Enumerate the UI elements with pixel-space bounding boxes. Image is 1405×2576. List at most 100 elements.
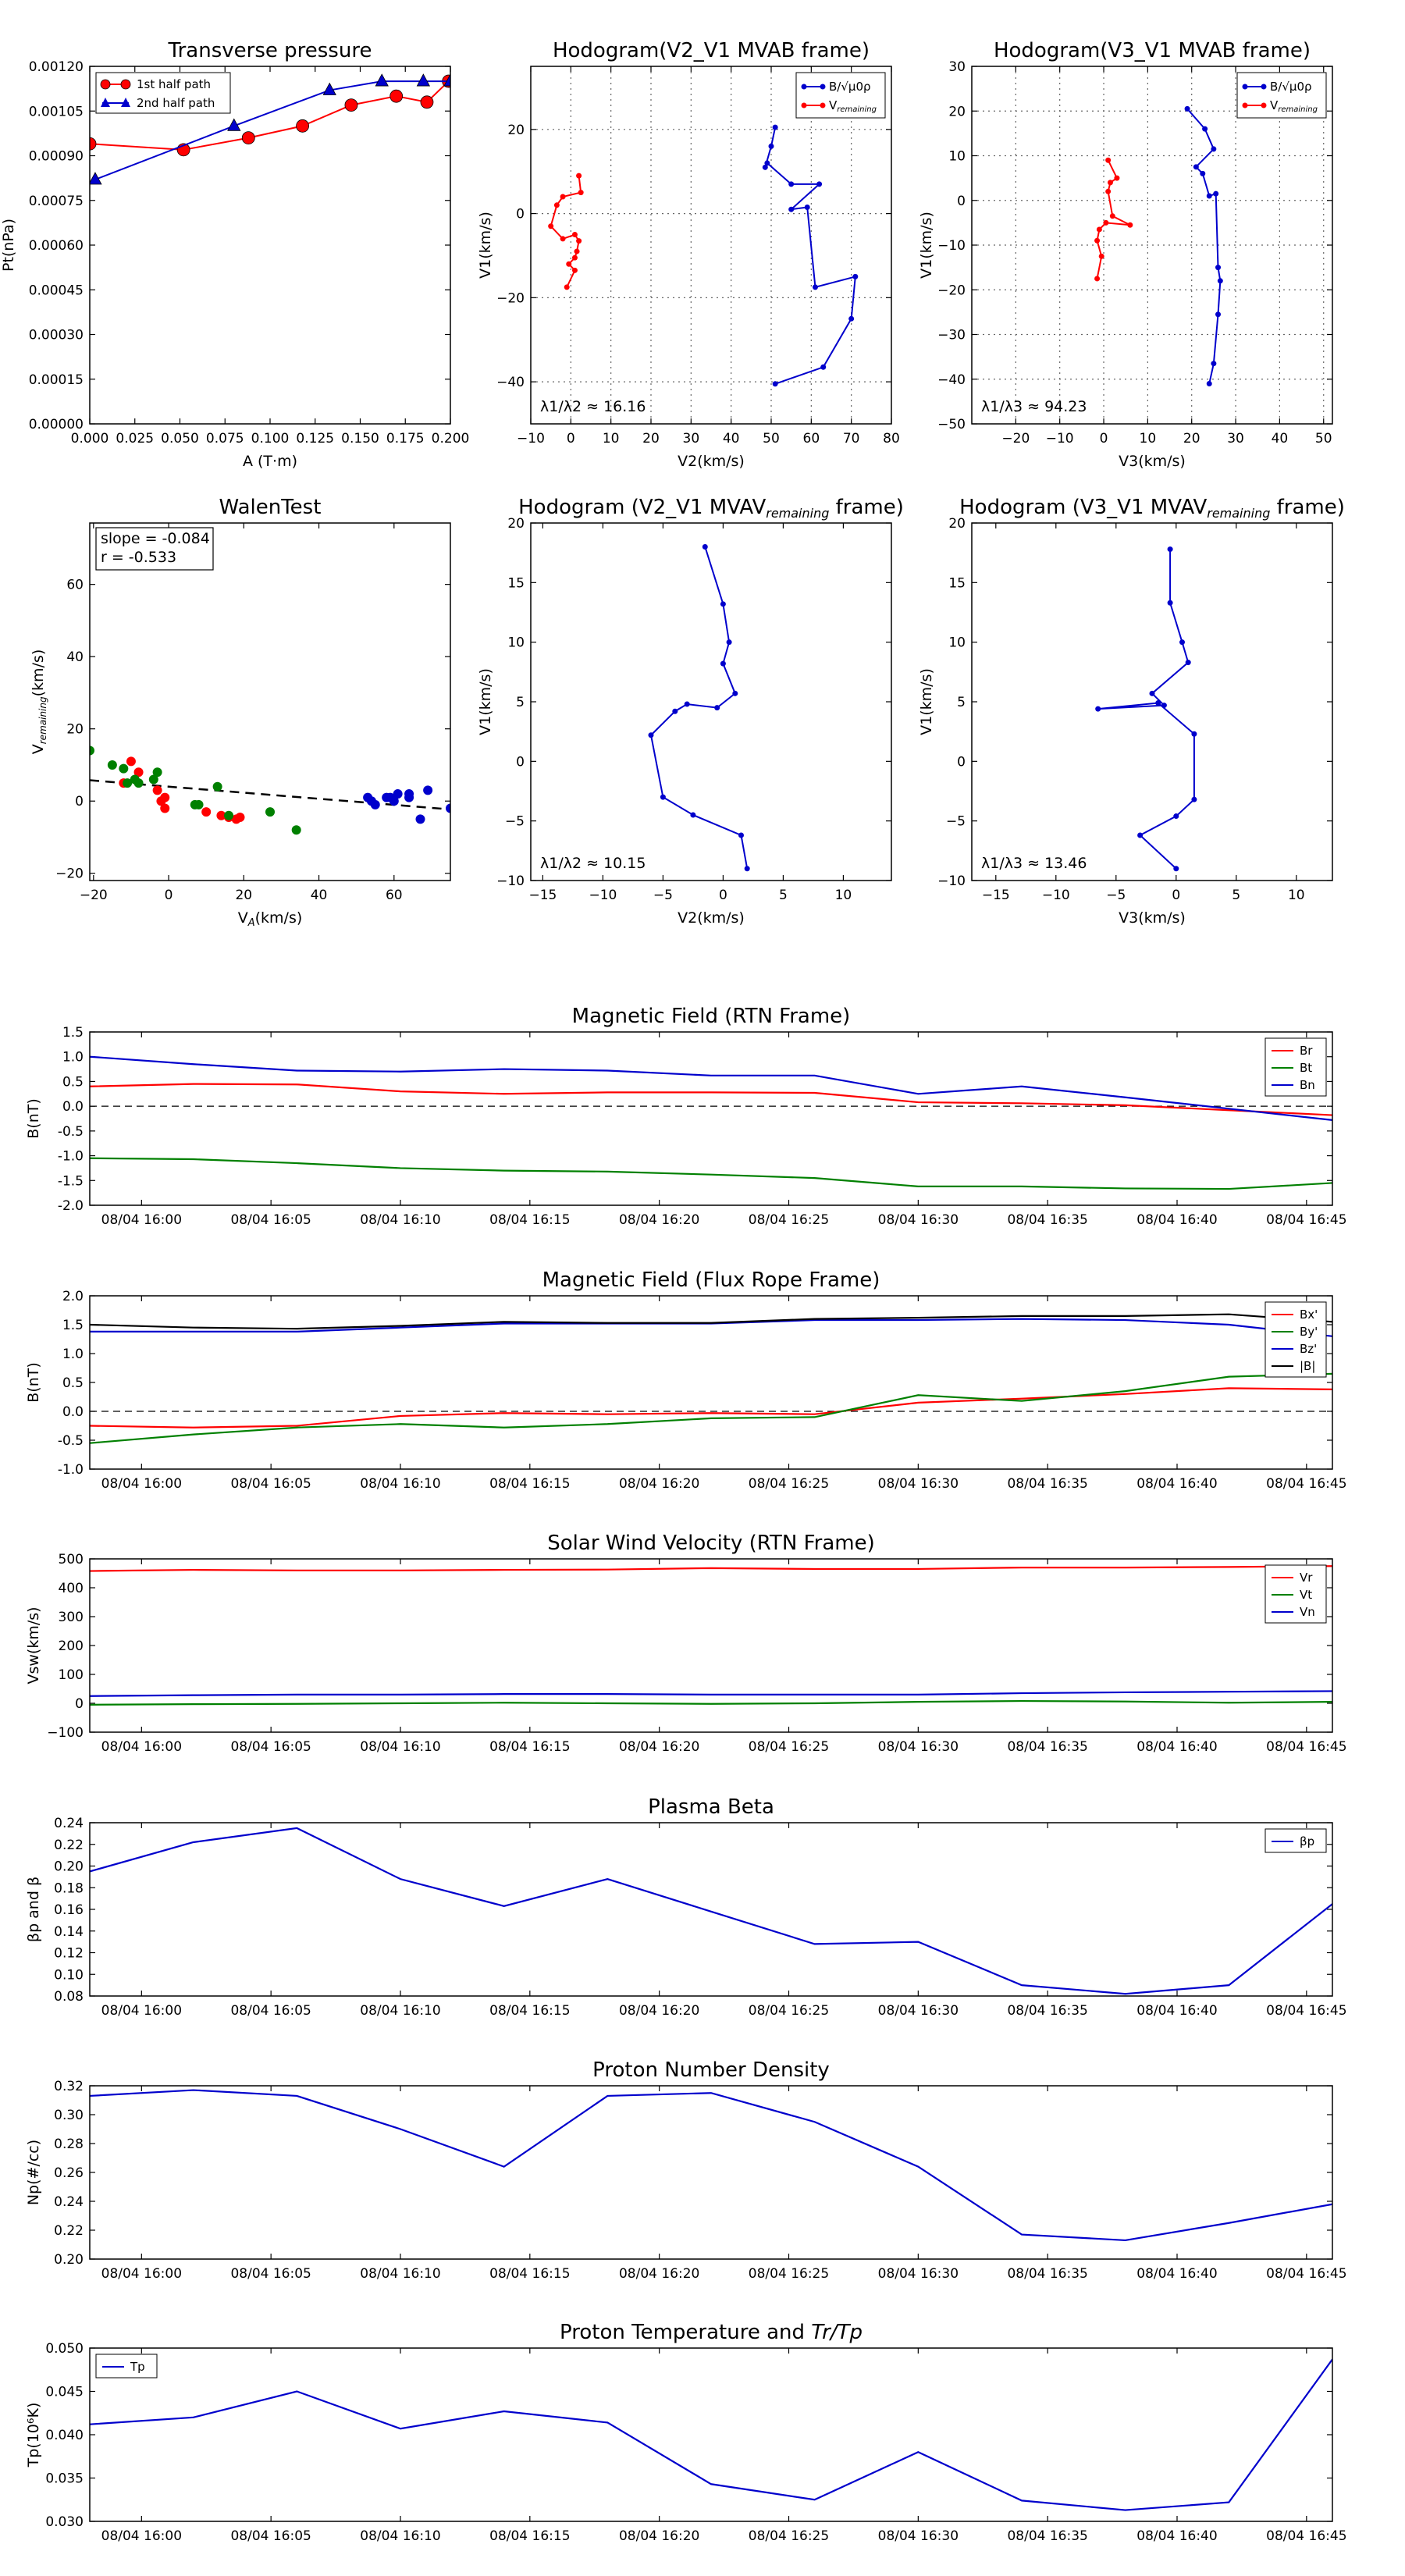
y-tick-label: −10	[937, 238, 966, 254]
legend-marker	[820, 102, 826, 109]
data-point	[672, 708, 678, 714]
y-tick-label: 0.22	[54, 2223, 84, 2239]
x-tick-label: 08/04 16:15	[489, 1739, 570, 1755]
data-point	[848, 315, 855, 322]
x-tick-label: 08/04 16:45	[1266, 1739, 1346, 1755]
x-tick-label: 08/04 16:45	[1266, 1476, 1346, 1492]
x-tick-label: 0.025	[116, 431, 154, 447]
x-tick-label: 70	[843, 431, 860, 447]
plot-area	[90, 1565, 1332, 1706]
data-point	[1127, 222, 1133, 228]
data-point	[1167, 546, 1173, 553]
x-tick-label: 10	[603, 431, 620, 447]
plot-area	[548, 124, 859, 387]
data-point	[1173, 813, 1179, 820]
y-tick-label: 10	[507, 635, 525, 651]
legend-label: Vt	[1300, 1588, 1312, 1602]
plot-area	[90, 1313, 1332, 1444]
x-tick-label: 08/04 16:25	[749, 1476, 829, 1492]
y-tick-label: 0.0	[62, 1099, 84, 1115]
data-point	[160, 792, 170, 802]
data-point	[416, 73, 431, 87]
data-point	[420, 95, 434, 109]
data-point	[296, 119, 309, 133]
x-tick-label: 08/04 16:45	[1266, 2528, 1346, 2544]
data-point	[1200, 170, 1206, 176]
plot-frame	[530, 66, 892, 425]
plot-frame	[89, 1295, 1333, 1470]
chart-title: Plasma Beta	[648, 1795, 774, 1819]
y-axis-label: V1(km/s)	[477, 668, 494, 735]
lambda-ratio-annotation: λ1/λ2 ≈ 16.16	[540, 398, 646, 415]
y-tick-label: 0.20	[54, 2252, 84, 2268]
x-tick-label: 08/04 16:05	[230, 2266, 311, 2282]
x-tick-label: 0	[1100, 431, 1108, 447]
x-tick-label: 08/04 16:20	[619, 2003, 699, 2019]
x-axis-label: V2(km/s)	[678, 453, 745, 470]
x-tick-label: 0	[1172, 888, 1180, 903]
y-tick-label: 0	[957, 194, 966, 209]
data-point	[852, 273, 859, 279]
x-axis-label: V3(km/s)	[1119, 909, 1186, 927]
data-point	[194, 799, 204, 809]
data-point	[148, 774, 158, 785]
data-point	[1179, 639, 1185, 646]
series-line	[90, 1318, 1332, 1337]
x-tick-label: 80	[883, 431, 900, 447]
data-point	[224, 810, 234, 820]
x-tick-label: 08/04 16:40	[1136, 2266, 1217, 2282]
data-point	[576, 238, 582, 244]
lambda-ratio-annotation: λ1/λ3 ≈ 94.23	[981, 398, 1087, 415]
y-tick-label: 0.10	[54, 1967, 84, 1983]
data-point	[560, 194, 566, 200]
data-point	[389, 89, 404, 103]
legend-label: 2nd half path	[137, 96, 215, 110]
x-tick-label: 50	[1315, 431, 1332, 447]
data-point	[1217, 278, 1223, 284]
y-axis-label: Vremaining(km/s)	[30, 649, 48, 755]
y-tick-label: −10	[496, 873, 525, 889]
plot-frame	[971, 66, 1333, 425]
data-point	[216, 810, 226, 820]
data-point	[201, 807, 212, 817]
x-tick-label: 08/04 16:35	[1007, 1476, 1087, 1492]
data-point	[1191, 731, 1197, 737]
y-tick-label: 40	[66, 649, 84, 665]
data-point	[235, 813, 245, 823]
y-tick-label: 0.18	[54, 1880, 84, 1896]
legend: B/√μ0ρ Vremaining	[795, 72, 886, 119]
x-tick-label: 08/04 16:35	[1007, 2528, 1087, 2544]
data-point	[1095, 706, 1101, 712]
y-axis-label: V1(km/s)	[477, 212, 494, 279]
x-tick-label: −5	[653, 888, 673, 903]
data-point	[571, 232, 578, 238]
series-line	[94, 80, 450, 180]
legend: 1st half path 2nd half path	[95, 72, 231, 114]
chart-title: Hodogram (V3_V1 MVAVremaining frame)	[959, 496, 1345, 521]
y-axis-label: B(nT)	[25, 1362, 42, 1403]
x-tick-label: 0.000	[71, 431, 109, 447]
legend-label: B/√μ0ρ	[1270, 80, 1312, 94]
series-line	[90, 2358, 1332, 2511]
data-point	[720, 660, 726, 667]
y-tick-label: −40	[496, 375, 525, 390]
data-point	[1155, 700, 1161, 706]
data-point	[744, 866, 750, 872]
legend-label: Vremaining	[829, 98, 877, 114]
data-point	[812, 284, 818, 290]
y-tick-label: 0	[75, 1696, 84, 1712]
data-point	[578, 190, 584, 196]
y-tick-label: 0.00120	[29, 59, 84, 75]
x-tick-label: 30	[683, 431, 700, 447]
data-point	[291, 825, 301, 835]
data-point	[772, 381, 778, 387]
chart-hodogram-v3-v1-mvav: Hodogram (V3_V1 MVAVremaining frame) −15 −…	[918, 496, 1345, 927]
data-point	[726, 639, 732, 646]
x-tick-label: 08/04 16:25	[749, 1212, 829, 1228]
x-tick-label: 08/04 16:00	[101, 1212, 182, 1228]
y-tick-label: −50	[937, 417, 966, 432]
x-tick-label: 08/04 16:35	[1007, 1212, 1087, 1228]
chart-title: Proton Number Density	[592, 2058, 830, 2082]
data-point	[152, 767, 162, 777]
y-tick-label: -0.5	[58, 1124, 84, 1140]
